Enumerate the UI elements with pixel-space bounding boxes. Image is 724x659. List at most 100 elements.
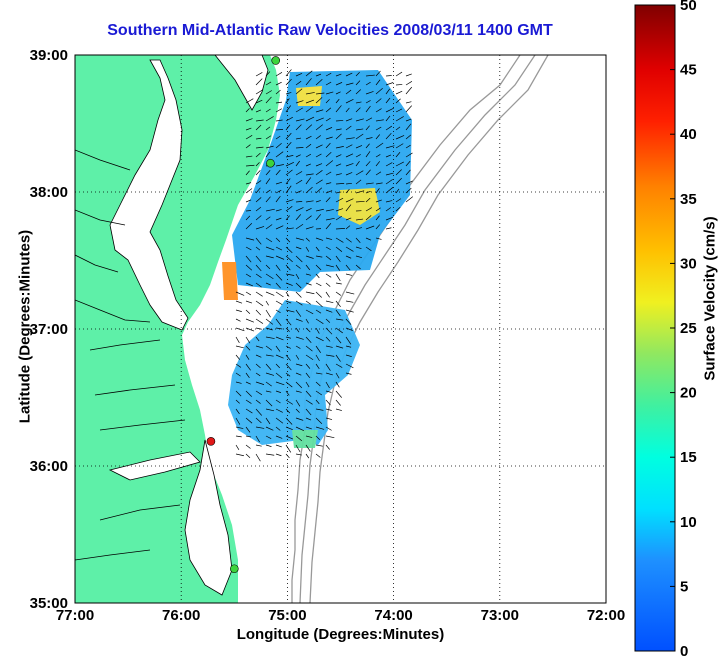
velocity-arrow <box>285 309 295 313</box>
velocity-arrow <box>305 453 310 459</box>
velocity-arrow <box>325 246 331 251</box>
velocity-arrow <box>345 336 352 345</box>
velocity-arrow <box>245 336 251 344</box>
velocity-arrow <box>345 153 354 158</box>
velocity-arrow <box>385 97 391 104</box>
velocity-arrow <box>255 381 265 385</box>
velocity-arrow <box>345 255 352 259</box>
velocity-arrow <box>255 146 264 149</box>
velocity-arrow <box>295 207 304 212</box>
velocity-arrow <box>265 264 271 270</box>
velocity-arrow <box>285 273 295 276</box>
velocity-arrow <box>255 273 262 278</box>
velocity-arrow <box>395 188 400 194</box>
velocity-arrow <box>405 123 412 131</box>
velocity-arrow <box>275 181 283 185</box>
velocity-arrow <box>335 163 342 167</box>
velocity-arrow <box>285 178 291 185</box>
velocity-arrow <box>295 118 305 122</box>
velocity-arrow <box>355 218 364 221</box>
velocity-arrow <box>235 327 245 332</box>
velocity-arrow <box>275 417 284 424</box>
velocity-arrow <box>275 119 283 122</box>
velocity-arrow <box>275 81 282 86</box>
velocity-arrow <box>365 215 372 221</box>
velocity-arrow <box>255 309 262 316</box>
velocity-arrow <box>355 128 364 131</box>
velocity-arrow <box>285 124 291 131</box>
velocity-arrow <box>375 79 381 86</box>
velocity-arrow <box>355 154 361 158</box>
velocity-arrow <box>355 118 364 122</box>
velocity-arrow <box>375 188 380 194</box>
velocity-arrow <box>285 255 293 263</box>
velocity-arrow <box>325 363 331 371</box>
velocity-arrow <box>255 237 262 245</box>
velocity-arrow <box>315 363 320 369</box>
colorbar-tick-label: 50 <box>680 0 697 14</box>
velocity-arrow <box>275 142 282 149</box>
velocity-arrow <box>345 354 352 357</box>
velocity-arrow <box>245 426 251 433</box>
velocity-arrow <box>335 128 342 131</box>
velocity-arrow <box>265 453 275 456</box>
chart-title: Southern Mid-Atlantic Raw Velocities 200… <box>107 22 553 39</box>
velocity-arrow <box>305 92 315 95</box>
velocity-arrow <box>265 96 272 104</box>
velocity-arrow <box>295 309 302 317</box>
velocity-arrow <box>325 209 334 212</box>
velocity-arrow <box>305 444 311 452</box>
velocity-arrow <box>295 80 302 86</box>
velocity-patch-north <box>296 86 322 106</box>
velocity-arrow <box>315 144 323 149</box>
velocity-arrow <box>385 115 391 122</box>
velocity-arrow <box>305 390 312 397</box>
station-marker <box>266 158 275 168</box>
x-axis-label: Longitude (Degrees:Minutes) <box>236 626 445 643</box>
velocity-arrow <box>345 246 354 252</box>
velocity-arrow <box>265 189 271 194</box>
velocity-arrow <box>245 108 250 113</box>
velocity-arrow <box>275 435 283 439</box>
velocity-arrow <box>285 185 292 194</box>
velocity-arrow <box>345 300 354 303</box>
velocity-arrow <box>285 132 292 140</box>
velocity-arrow <box>255 345 264 349</box>
velocity-arrow <box>265 372 275 376</box>
velocity-arrow <box>395 143 404 149</box>
velocity-arrow <box>345 189 350 194</box>
velocity-arrow <box>285 215 290 221</box>
velocity-arrow <box>285 141 292 149</box>
velocity-arrow <box>385 125 393 131</box>
velocity-arrow <box>315 97 323 104</box>
velocity-arrow <box>335 82 343 86</box>
velocity-arrow <box>385 162 393 167</box>
velocity-arrow <box>265 178 271 185</box>
velocity-arrow <box>315 309 322 314</box>
velocity-arrow <box>275 209 282 212</box>
velocity-arrow <box>255 354 262 358</box>
velocity-arrow <box>365 81 371 86</box>
velocity-arrow <box>315 372 323 375</box>
velocity-arrow <box>365 237 372 241</box>
velocity-arrow <box>325 273 332 278</box>
velocity-arrow <box>315 264 322 271</box>
velocity-arrow <box>295 171 303 176</box>
velocity-arrow <box>325 255 332 261</box>
velocity-arrow <box>315 345 321 353</box>
velocity-arrow <box>275 318 282 326</box>
velocity-arrow <box>385 216 394 221</box>
velocity-arrow <box>245 215 251 221</box>
velocity-arrow <box>395 198 402 203</box>
velocity-arrow <box>335 105 342 113</box>
velocity-arrow <box>385 179 393 185</box>
station-marker <box>271 56 281 65</box>
velocity-north <box>232 70 412 292</box>
velocity-arrow <box>275 273 283 281</box>
velocity-arrow <box>295 408 300 413</box>
x-tick-labels: 77:00 76:00 75:00 74:00 73:00 72:00 <box>56 607 625 624</box>
velocity-arrow <box>295 160 300 167</box>
velocity-arrow <box>265 354 274 357</box>
station-marker <box>206 437 216 446</box>
